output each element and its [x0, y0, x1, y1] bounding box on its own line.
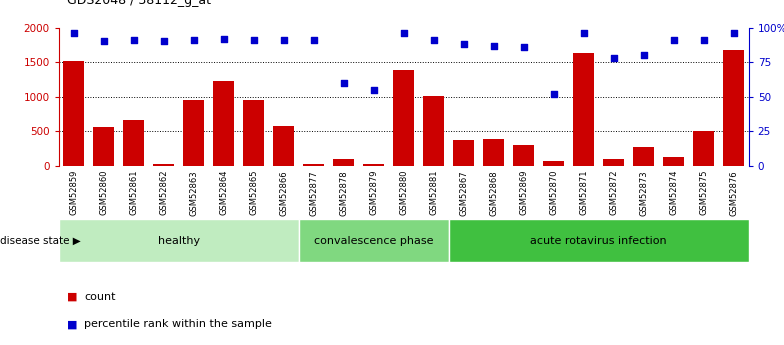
Bar — [303, 164, 325, 166]
Point — [158, 39, 170, 44]
Bar — [663, 157, 684, 166]
Text: GDS2048 / 38112_g_at: GDS2048 / 38112_g_at — [67, 0, 211, 7]
Point — [547, 91, 560, 97]
Text: GSM52859: GSM52859 — [69, 170, 78, 215]
Text: GSM52873: GSM52873 — [639, 170, 648, 216]
Text: percentile rank within the sample: percentile rank within the sample — [84, 319, 272, 329]
Bar — [603, 159, 624, 166]
Point — [698, 37, 710, 43]
Bar — [514, 145, 534, 166]
Point — [637, 52, 650, 58]
Text: GSM52865: GSM52865 — [249, 170, 258, 215]
Text: GSM52874: GSM52874 — [670, 170, 678, 215]
Text: GSM52871: GSM52871 — [579, 170, 588, 215]
Point — [67, 30, 80, 36]
Text: GSM52861: GSM52861 — [129, 170, 138, 215]
Text: acute rotavirus infection: acute rotavirus infection — [531, 236, 667, 246]
Text: GSM52860: GSM52860 — [100, 170, 108, 215]
Point — [128, 37, 140, 43]
Bar — [394, 70, 414, 166]
Text: GSM52862: GSM52862 — [159, 170, 169, 215]
Point — [728, 30, 740, 36]
Text: GSM52868: GSM52868 — [489, 170, 499, 216]
Bar — [243, 100, 264, 166]
Point — [458, 41, 470, 47]
Bar — [448, 219, 749, 262]
Point — [217, 36, 230, 41]
Bar — [154, 164, 174, 166]
Point — [187, 37, 200, 43]
Text: GSM52872: GSM52872 — [609, 170, 619, 215]
Text: GSM52870: GSM52870 — [550, 170, 558, 215]
Text: GSM52877: GSM52877 — [309, 170, 318, 216]
Point — [667, 37, 680, 43]
Text: GSM52866: GSM52866 — [279, 170, 289, 216]
Point — [368, 87, 380, 92]
Bar — [423, 96, 445, 166]
Bar — [183, 100, 205, 166]
Text: convalescence phase: convalescence phase — [314, 236, 434, 246]
Bar — [333, 159, 354, 166]
Text: disease state ▶: disease state ▶ — [0, 236, 81, 246]
Text: count: count — [84, 292, 115, 302]
Point — [517, 44, 530, 50]
Text: GSM52880: GSM52880 — [399, 170, 408, 215]
Point — [608, 55, 620, 61]
Point — [278, 37, 290, 43]
Point — [397, 30, 410, 36]
Bar — [299, 219, 448, 262]
Bar — [213, 81, 234, 166]
Text: ■: ■ — [67, 292, 77, 302]
Text: GSM52879: GSM52879 — [369, 170, 378, 215]
Point — [97, 39, 110, 44]
Point — [307, 37, 320, 43]
Bar — [693, 131, 714, 166]
Text: GSM52881: GSM52881 — [430, 170, 438, 215]
Text: ■: ■ — [67, 319, 77, 329]
Bar — [363, 164, 384, 166]
Bar — [93, 127, 114, 166]
Bar — [573, 53, 594, 166]
Bar — [64, 61, 85, 166]
Point — [337, 80, 350, 86]
Bar — [633, 147, 654, 166]
Text: GSM52867: GSM52867 — [459, 170, 468, 216]
Bar — [59, 219, 299, 262]
Point — [248, 37, 260, 43]
Text: GSM52864: GSM52864 — [220, 170, 228, 215]
Bar — [543, 161, 564, 166]
Text: GSM52875: GSM52875 — [699, 170, 708, 215]
Bar — [274, 126, 294, 166]
Text: GSM52878: GSM52878 — [339, 170, 348, 216]
Bar — [483, 139, 504, 166]
Text: GSM52869: GSM52869 — [519, 170, 528, 215]
Point — [427, 37, 440, 43]
Point — [578, 30, 590, 36]
Text: GSM52876: GSM52876 — [729, 170, 739, 216]
Point — [488, 43, 500, 48]
Bar — [123, 120, 144, 166]
Text: healthy: healthy — [158, 236, 200, 246]
Bar — [453, 140, 474, 166]
Text: GSM52863: GSM52863 — [189, 170, 198, 216]
Bar — [723, 50, 744, 166]
